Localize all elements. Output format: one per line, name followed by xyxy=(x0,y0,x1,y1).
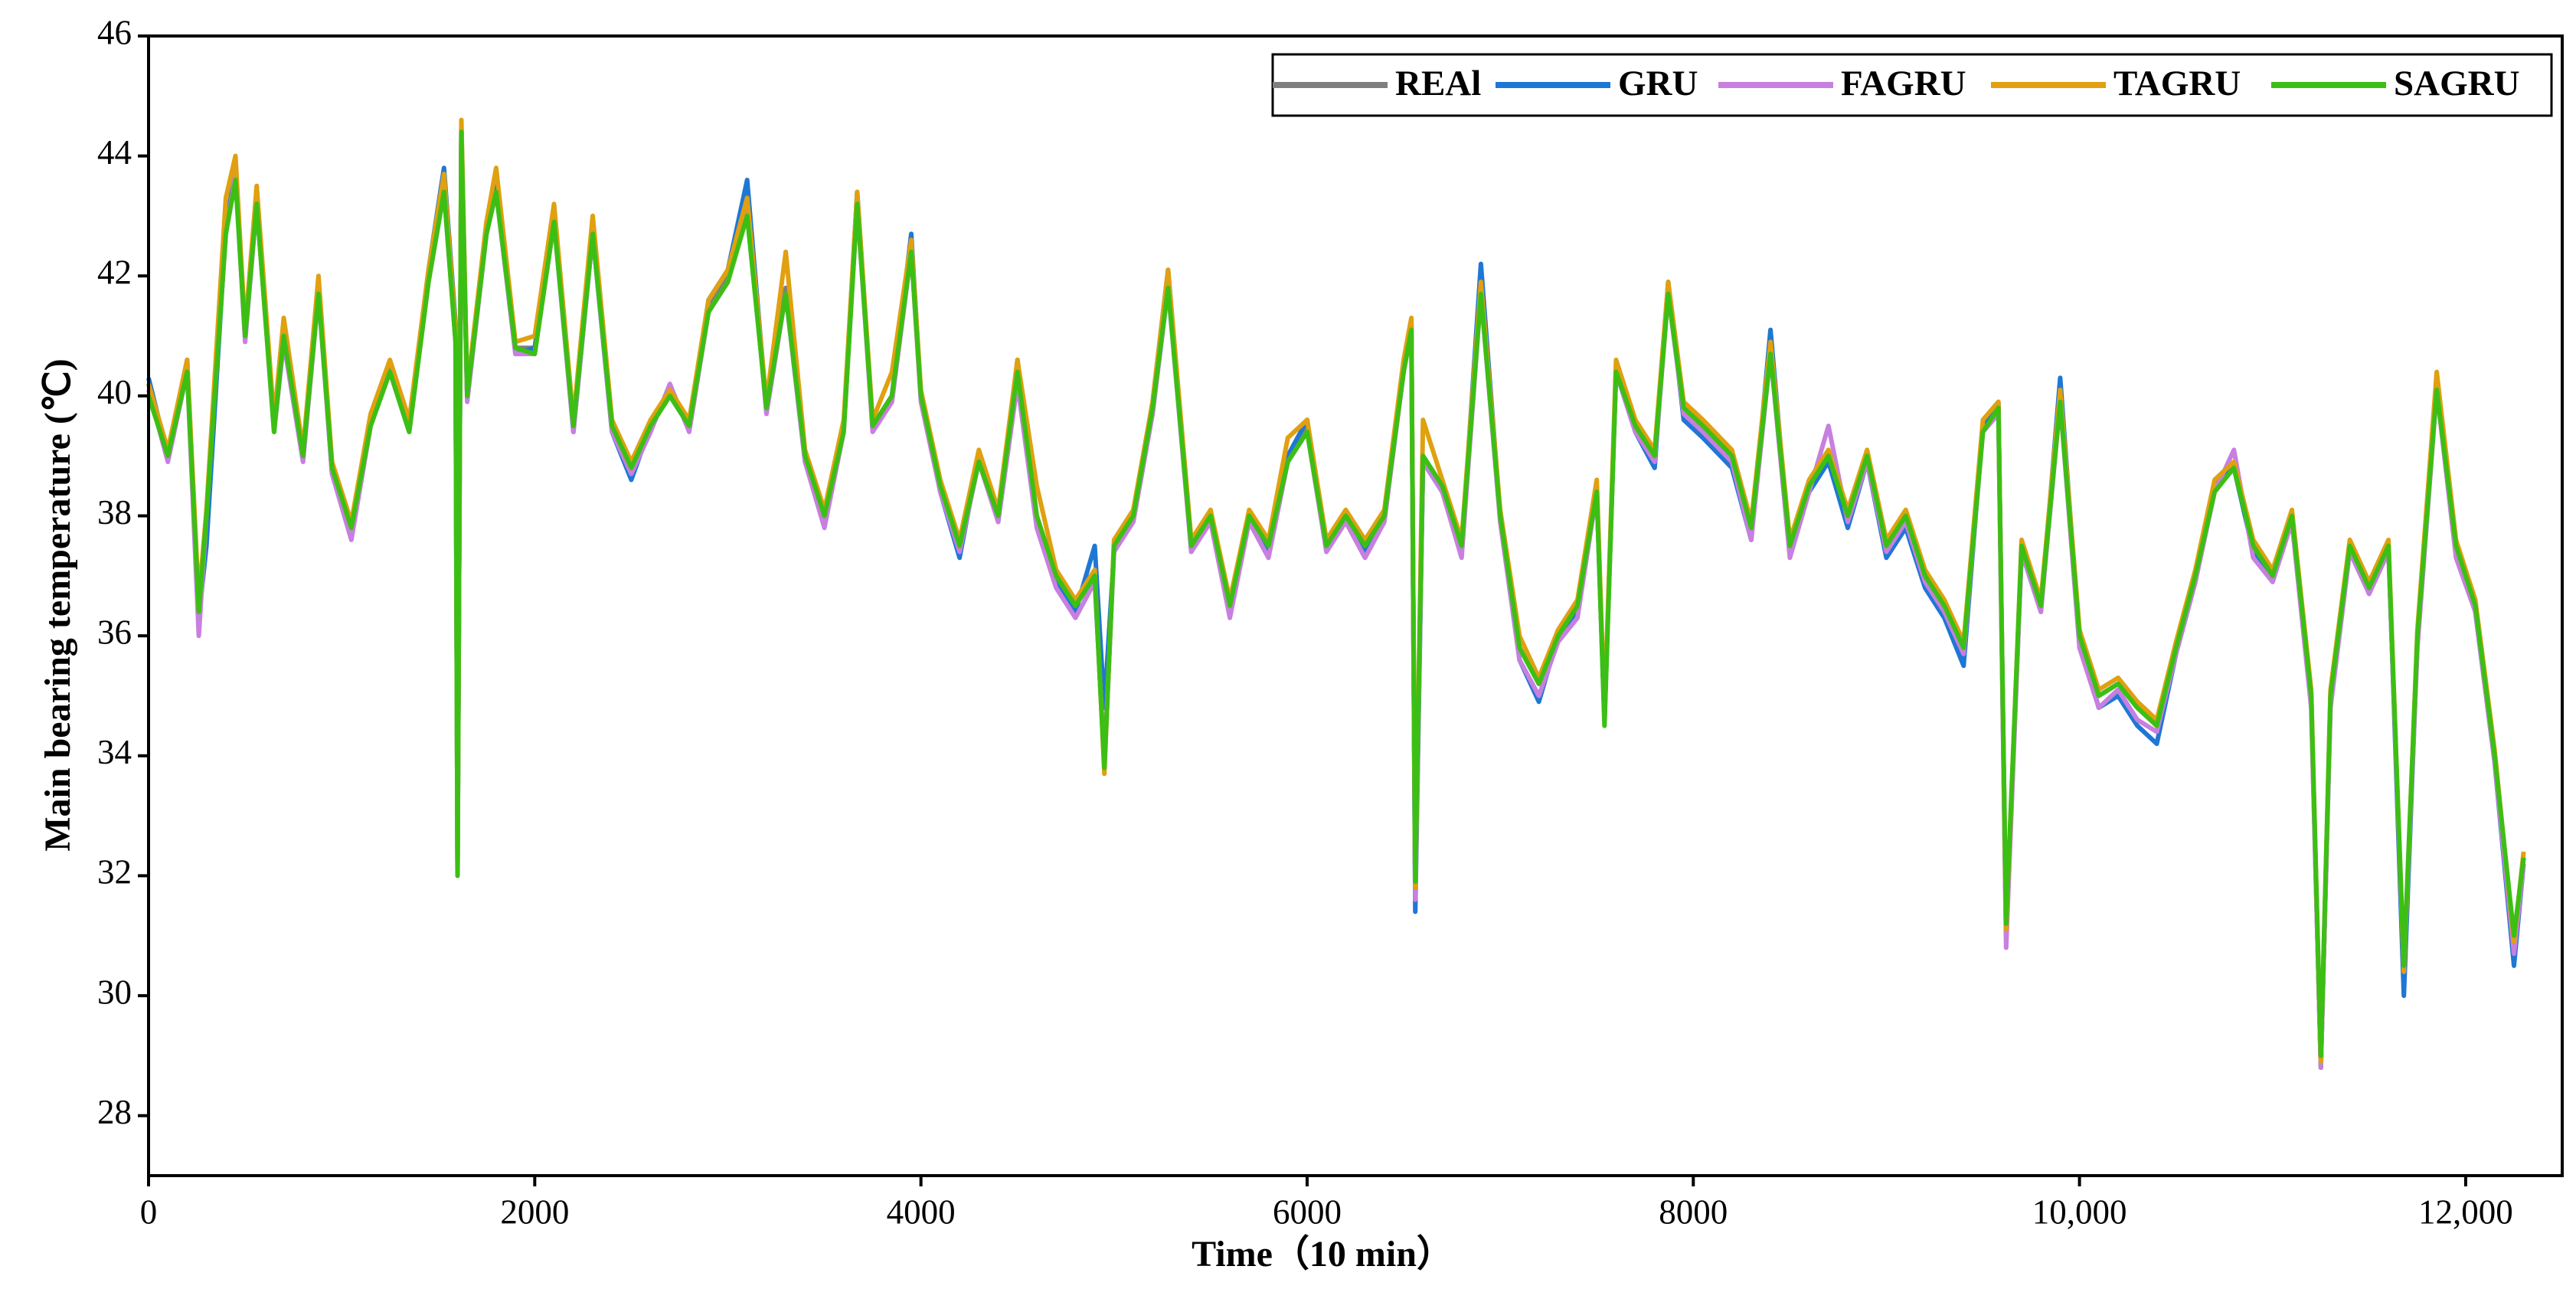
legend-label: FAGRU xyxy=(1841,64,1966,103)
legend-label: REAl xyxy=(1395,64,1481,103)
legend-label: SAGRU xyxy=(2394,64,2520,103)
y-tick-label: 42 xyxy=(97,254,132,292)
y-tick-label: 40 xyxy=(97,373,132,411)
x-tick-label: 6000 xyxy=(1273,1192,1342,1231)
series-line xyxy=(146,129,2526,1058)
x-axis-label: Time（10 min） xyxy=(1192,1234,1453,1274)
y-tick-label: 36 xyxy=(97,613,132,651)
x-tick-label: 12,000 xyxy=(2418,1192,2513,1231)
y-tick-label: 38 xyxy=(97,493,132,532)
x-tick-label: 8000 xyxy=(1659,1192,1728,1231)
x-tick-label: 2000 xyxy=(500,1192,569,1231)
y-tick-label: 44 xyxy=(97,133,132,172)
y-tick-label: 34 xyxy=(97,733,132,771)
y-tick-label: 28 xyxy=(97,1093,132,1131)
legend: REAl GRU FAGRU TAGRU SAGRU xyxy=(1271,53,2553,117)
y-axis-label: Main bearing temperature (℃) xyxy=(38,358,78,852)
legend-label: GRU xyxy=(1618,64,1698,103)
x-tick-label: 4000 xyxy=(887,1192,956,1231)
plot-frame xyxy=(147,34,2564,1177)
x-tick-label: 10,000 xyxy=(2032,1192,2127,1231)
x-tick-label: 0 xyxy=(140,1192,158,1231)
y-tick-label: 46 xyxy=(97,13,132,51)
y-tick-label: 30 xyxy=(97,973,132,1011)
y-tick-label: 32 xyxy=(97,853,132,892)
legend-label: TAGRU xyxy=(2113,64,2241,103)
